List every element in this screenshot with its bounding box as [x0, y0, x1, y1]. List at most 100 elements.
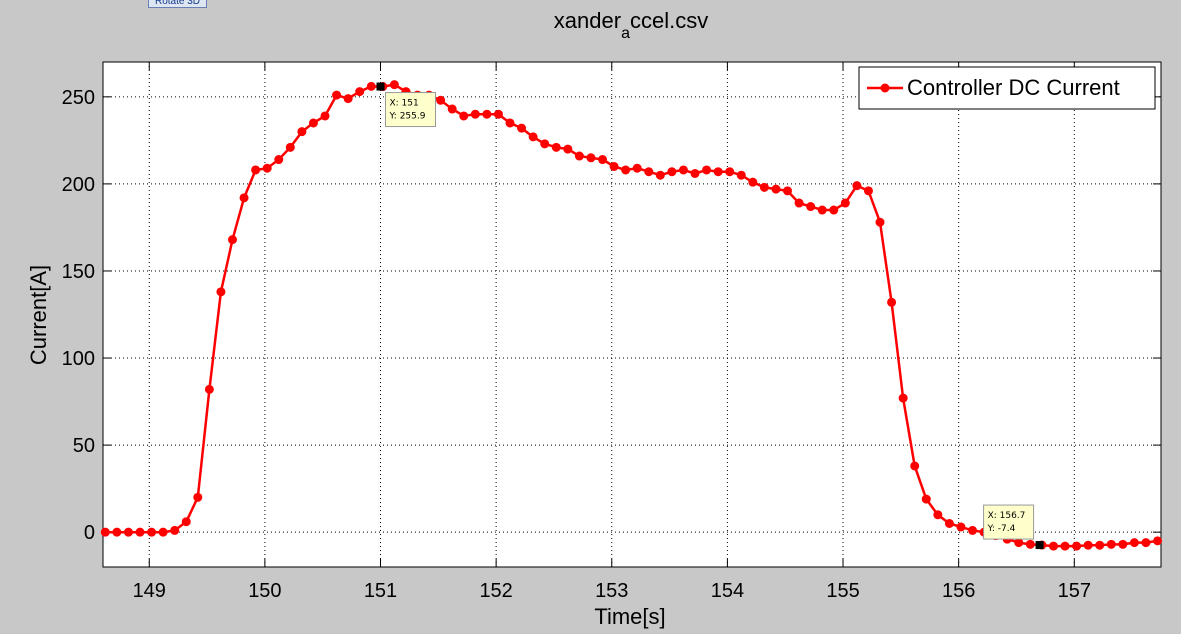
- data-point: [1025, 539, 1035, 549]
- data-point: [644, 167, 654, 177]
- data-tip-y: Y: 255.9: [389, 112, 426, 122]
- data-point: [1014, 538, 1024, 548]
- x-tick-label: 154: [711, 580, 744, 602]
- data-point: [493, 109, 503, 119]
- data-point: [181, 517, 191, 527]
- data-point: [690, 168, 700, 178]
- data-point: [482, 109, 492, 119]
- data-point: [783, 186, 793, 196]
- data-point: [1072, 541, 1082, 551]
- data-point: [817, 205, 827, 215]
- data-point: [725, 167, 735, 177]
- data-point: [563, 144, 573, 154]
- x-tick-label: 149: [133, 580, 166, 602]
- data-point: [956, 522, 966, 532]
- data-point: [598, 155, 608, 165]
- data-point: [968, 525, 978, 535]
- data-tip-marker[interactable]: [376, 82, 385, 91]
- data-point: [470, 109, 480, 119]
- data-point: [1118, 539, 1128, 549]
- y-tick-label: 0: [84, 522, 95, 544]
- data-point: [158, 527, 168, 537]
- data-point: [898, 393, 908, 403]
- data-point: [632, 163, 642, 173]
- y-tick-label: 250: [62, 87, 95, 109]
- data-point: [678, 165, 688, 175]
- data-point: [285, 142, 295, 152]
- data-point: [251, 165, 261, 175]
- data-point: [574, 151, 584, 161]
- data-tip-x: X: 151: [390, 99, 419, 109]
- chart-title: xanderaccel.csv: [554, 8, 708, 42]
- data-point: [308, 118, 318, 128]
- data-point: [713, 167, 723, 177]
- data-point: [944, 518, 954, 528]
- x-tick-label: 157: [1058, 580, 1091, 602]
- data-point: [1141, 538, 1151, 548]
- data-tip-y: Y: -7.4: [987, 524, 1016, 534]
- data-point: [887, 297, 897, 307]
- data-point: [759, 182, 769, 192]
- data-point: [667, 167, 677, 177]
- data-point: [1095, 540, 1105, 550]
- y-axis-label: Current[A]: [26, 265, 51, 365]
- axis-ticks: 149 150 151 152 153 154 155 156 157 0 50 100 150 200 2…: [62, 62, 1161, 602]
- chart-title-subscript: a: [621, 25, 630, 42]
- data-point: [921, 494, 931, 504]
- x-tick-label: 150: [248, 580, 281, 602]
- data-tip-marker[interactable]: [1035, 541, 1044, 550]
- data-point: [1048, 541, 1058, 551]
- data-point: [1106, 539, 1116, 549]
- data-point: [1060, 541, 1070, 551]
- data-point: [528, 132, 538, 142]
- chart-title-main: xander: [554, 8, 621, 33]
- legend-label: Controller DC Current: [907, 75, 1120, 100]
- data-point: [621, 165, 631, 175]
- data-point: [736, 170, 746, 180]
- data-point: [702, 165, 712, 175]
- data-tip-box: [983, 504, 1035, 540]
- x-tick-label: 151: [364, 580, 397, 602]
- y-tick-label: 200: [62, 174, 95, 196]
- data-point: [366, 81, 376, 91]
- data-point: [170, 525, 180, 535]
- legend-box: [858, 66, 1156, 110]
- data-point: [840, 198, 850, 208]
- chart-title-tail: ccel.csv: [630, 8, 708, 33]
- data-point: [540, 139, 550, 149]
- data-point: [771, 184, 781, 194]
- data-point: [517, 123, 527, 133]
- data-point: [586, 153, 596, 163]
- data-point: [239, 193, 249, 203]
- data-point: [551, 142, 561, 152]
- grid-lines: [103, 62, 1161, 567]
- x-tick-label: 156: [942, 580, 975, 602]
- rotate-3d-button[interactable]: Rotate 3D: [148, 0, 208, 8]
- data-point: [147, 527, 157, 537]
- data-point: [135, 527, 145, 537]
- data-point: [332, 90, 342, 100]
- data-point: [262, 163, 272, 173]
- data-point: [389, 80, 399, 90]
- x-axis-label: Time[s]: [594, 604, 665, 629]
- plot-area: [102, 61, 1162, 568]
- data-point: [193, 492, 203, 502]
- x-tick-label: 152: [479, 580, 512, 602]
- data-point: [829, 205, 839, 215]
- data-point: [216, 287, 226, 297]
- data-point: [343, 94, 353, 104]
- y-tick-label: 100: [62, 348, 95, 370]
- y-tick-label: 50: [73, 435, 95, 457]
- x-tick-label: 155: [826, 580, 859, 602]
- data-point: [459, 111, 469, 121]
- data-point: [297, 127, 307, 137]
- data-point: [1153, 536, 1163, 546]
- data-point: [228, 235, 238, 245]
- legend-marker: [880, 83, 890, 93]
- data-tip-box: [385, 92, 437, 128]
- data-point: [320, 111, 330, 121]
- data-point: [863, 186, 873, 196]
- data-point: [112, 527, 122, 537]
- x-tick-label: 153: [595, 580, 628, 602]
